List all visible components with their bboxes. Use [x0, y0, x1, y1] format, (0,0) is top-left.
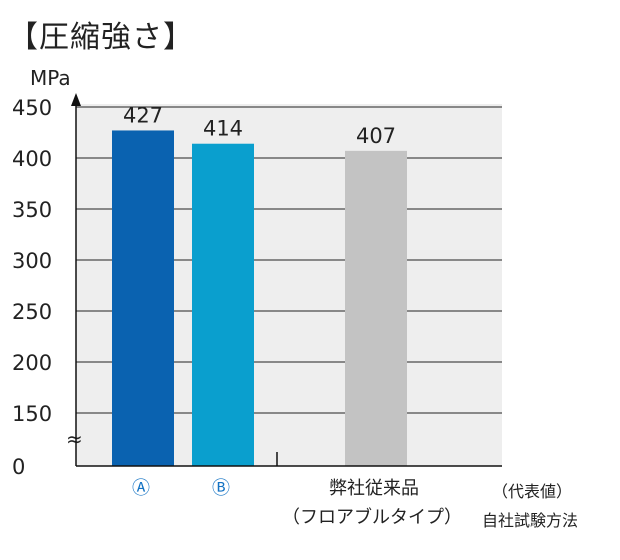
y-axis-break-symbol: ≈ [66, 427, 83, 451]
test-method-note: 自社試験方法 [482, 511, 579, 530]
bar-1 [192, 143, 254, 466]
y-tick-label-350: 350 [12, 198, 52, 222]
y-tick-label-150: 150 [12, 402, 52, 426]
bar-0 [112, 130, 174, 466]
y-tick-label-250: 250 [12, 300, 52, 324]
representative-value-note: （代表値） [492, 482, 573, 501]
category-label-b: Ⓑ [212, 478, 230, 499]
y-tick-label-200: 200 [12, 351, 52, 375]
category-label-competitor: 弊社従来品 [329, 478, 419, 499]
y-tick-label-0: 0 [12, 455, 25, 479]
bar-2 [345, 150, 407, 467]
chart-title: 【圧縮強さ】 [8, 20, 194, 55]
data-label-2: 407 [356, 124, 396, 148]
category-label-a: Ⓐ [132, 478, 150, 499]
y-tick-label-450: 450 [12, 96, 52, 120]
data-label-0: 427 [123, 103, 163, 127]
y-axis-arrow [71, 93, 81, 106]
y-axis-unit-label: MPa [30, 66, 71, 90]
category-label-competitor-subtitle: （フロアブルタイプ） [282, 507, 462, 528]
y-tick-label-300: 300 [12, 249, 52, 273]
data-label-1: 414 [203, 117, 243, 141]
y-tick-label-400: 400 [12, 147, 52, 171]
